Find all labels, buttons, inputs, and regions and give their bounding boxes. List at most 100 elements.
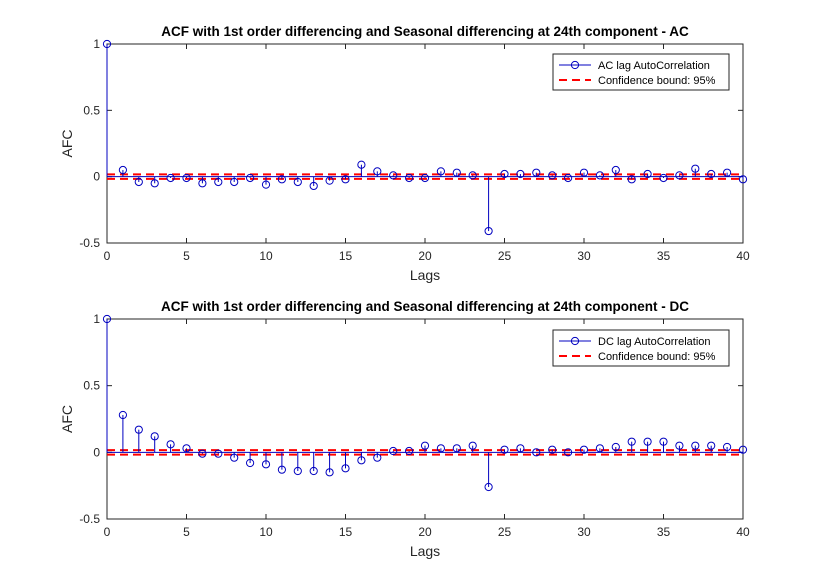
stem-marker — [405, 446, 414, 456]
stem-marker — [341, 464, 350, 473]
stem-marker — [341, 175, 350, 184]
stem-marker — [246, 458, 255, 468]
subplot-2: 0 5 10 15 20 25 30 35 40 -0.5 0 0.5 1 ACF with 1st or… — [59, 299, 750, 559]
stem-marker — [723, 442, 732, 452]
legend-label-stem: AC lag AutoCorrelation — [598, 60, 710, 72]
stem-marker — [691, 164, 700, 173]
stem-marker — [436, 167, 445, 176]
stem-marker — [325, 468, 334, 477]
stem-marker — [564, 448, 573, 457]
x-tick-label: 35 — [657, 249, 671, 263]
x-tick-label: 5 — [183, 525, 190, 539]
stem-marker — [436, 444, 445, 453]
stem-marker — [230, 177, 239, 187]
y-tick-label: 1 — [93, 37, 100, 51]
y-tick-label: 0.5 — [83, 379, 100, 393]
stem-marker — [166, 440, 175, 449]
x-tick-label: 30 — [577, 249, 591, 263]
stem-marker — [548, 171, 557, 180]
stem-marker — [643, 169, 652, 179]
y-tick-label: -0.5 — [79, 236, 100, 250]
stem-marker — [102, 314, 112, 324]
stem-marker — [150, 179, 159, 188]
stem-marker — [723, 168, 732, 177]
x-tick-label: 25 — [498, 249, 512, 263]
stem-marker — [277, 175, 286, 184]
stem-marker — [500, 445, 509, 454]
legend-label-confidence: Confidence bound: 95% — [598, 75, 716, 87]
y-tick-label: -0.5 — [79, 512, 100, 526]
y-tick-label: 0 — [93, 170, 100, 184]
stem-marker — [357, 456, 366, 465]
y-tick-label: 0 — [93, 445, 100, 459]
stem-marker — [246, 173, 255, 183]
stem-marker — [134, 425, 143, 434]
stem-marker — [579, 445, 589, 454]
stem-marker — [468, 441, 477, 450]
x-tick-label: 35 — [657, 525, 671, 539]
stem-marker — [357, 160, 366, 169]
subplot-1: 0 5 10 15 20 25 30 35 40 -0.5 0 0.5 1 ACF with 1st or… — [59, 24, 750, 283]
stem-marker — [532, 168, 541, 177]
x-tick-label: 20 — [418, 525, 432, 539]
stem-marker — [627, 437, 636, 446]
stem-marker — [182, 173, 191, 183]
stem-marker — [452, 168, 461, 177]
stem-marker — [277, 465, 286, 474]
legend-label-stem: DC lag AutoCorrelation — [598, 336, 711, 348]
x-tick-label: 15 — [339, 249, 353, 263]
stem-marker — [595, 171, 605, 180]
stem-marker — [738, 445, 748, 454]
stem-marker — [675, 441, 684, 450]
stem-marker — [659, 173, 668, 183]
x-tick-label: 40 — [736, 525, 750, 539]
stem-marker — [198, 449, 207, 458]
stem-marker — [373, 453, 382, 462]
legend: AC lag AutoCorrelation Confidence bound: … — [552, 53, 730, 91]
x-axis-label: Lags — [410, 543, 440, 559]
stem-marker — [452, 444, 461, 453]
chart-title: ACF with 1st order differencing and Seas… — [161, 299, 689, 314]
stem-marker — [484, 226, 493, 236]
stem-marker — [214, 449, 223, 458]
stem-marker — [118, 410, 128, 420]
x-tick-label: 20 — [418, 249, 432, 263]
stem-marker — [293, 466, 302, 476]
stem-marker — [611, 165, 620, 175]
stem-marker — [420, 441, 430, 450]
stem-marker — [102, 39, 112, 49]
stem-marker — [738, 175, 748, 184]
stem-marker — [420, 173, 430, 183]
stem-marker — [691, 441, 700, 450]
x-tick-label: 5 — [183, 249, 190, 263]
stem-marker — [707, 169, 716, 179]
stem-marker — [214, 177, 223, 187]
stem-marker — [500, 169, 509, 179]
stem-marker — [548, 445, 557, 454]
stem-marker — [579, 168, 589, 177]
legend-marker-stem — [570, 60, 580, 70]
x-tick-label: 30 — [577, 525, 591, 539]
stem-marker — [118, 165, 128, 175]
stem-marker — [182, 444, 191, 453]
legend-label-confidence: Confidence bound: 95% — [598, 351, 716, 363]
y-axis-label: AFC — [59, 130, 75, 158]
legend-marker-stem — [570, 336, 580, 346]
chart-title: ACF with 1st order differencing and Seas… — [161, 24, 689, 39]
x-tick-label: 40 — [736, 249, 750, 263]
stem-marker — [309, 181, 318, 191]
stem-marker — [166, 173, 175, 183]
x-tick-label: 10 — [259, 525, 273, 539]
x-tick-label: 15 — [339, 525, 353, 539]
stem-marker — [659, 437, 668, 446]
stem-marker — [468, 171, 477, 180]
legend: DC lag AutoCorrelation Confidence bound: … — [552, 329, 730, 367]
stem-marker — [261, 460, 271, 469]
stem-marker — [675, 171, 684, 180]
x-tick-label: 0 — [104, 525, 111, 539]
x-tick-label: 25 — [498, 525, 512, 539]
legend-box — [552, 329, 730, 367]
stem-marker — [707, 441, 716, 450]
stem-marker — [309, 466, 318, 476]
